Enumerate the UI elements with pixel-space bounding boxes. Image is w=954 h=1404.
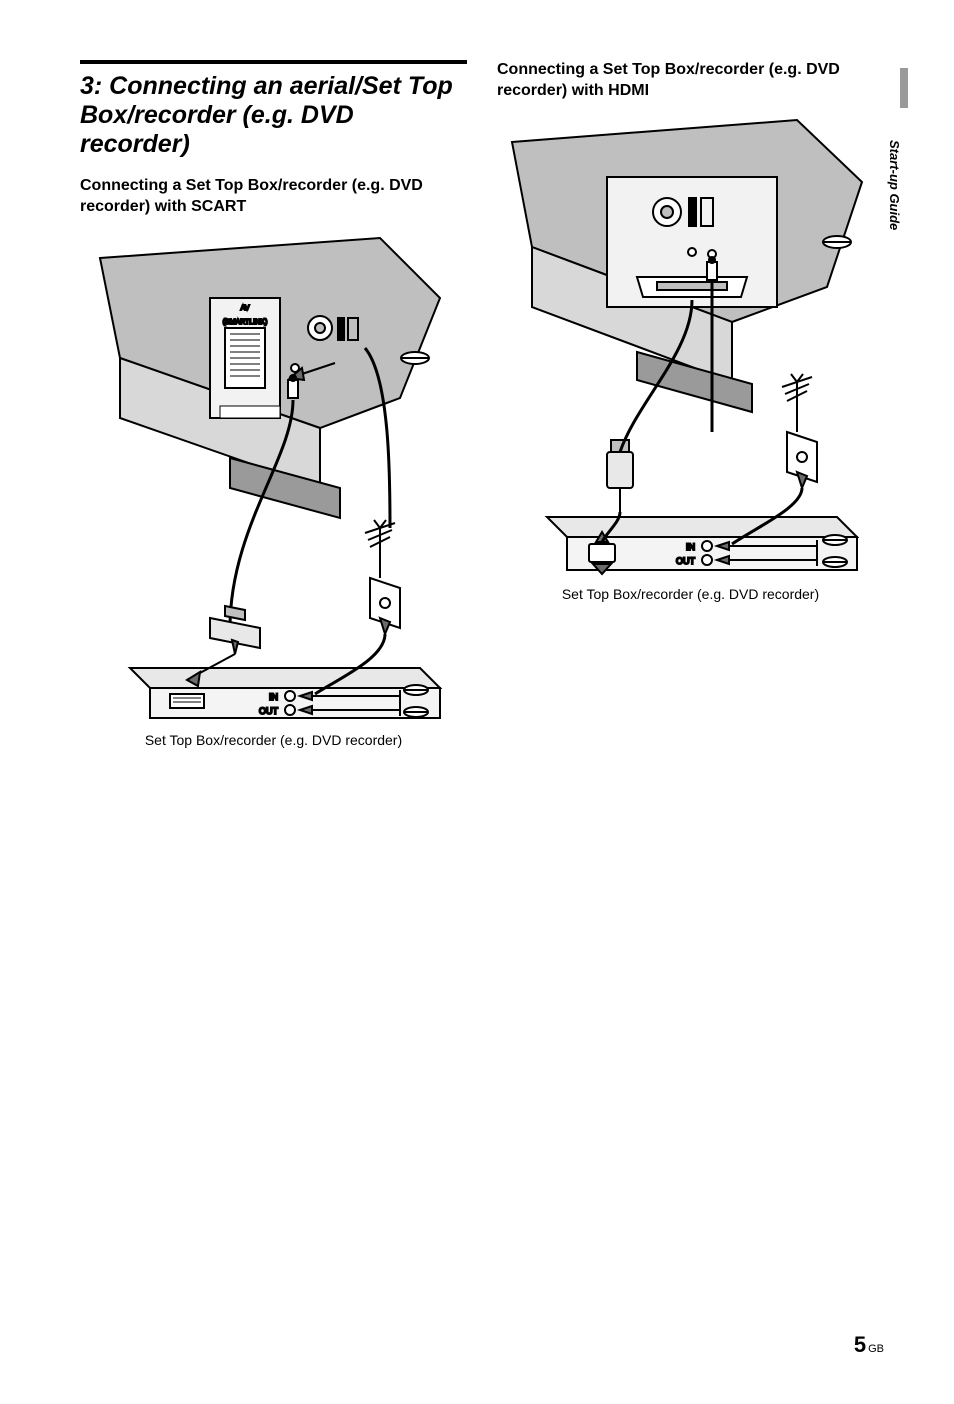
- page: Start-up Guide 3: Connecting an aerial/S…: [0, 0, 954, 1404]
- hdmi-caption: Set Top Box/recorder (e.g. DVD recorder): [497, 586, 884, 602]
- section-title: 3: Connecting an aerial/Set Top Box/reco…: [80, 72, 467, 158]
- av-label: AV: [241, 305, 250, 312]
- left-subhead: Connecting a Set Top Box/recorder (e.g. …: [80, 176, 467, 218]
- recorder-box: IN OUT: [547, 517, 857, 574]
- right-column: Connecting a Set Top Box/recorder (e.g. …: [497, 60, 884, 748]
- scart-caption: Set Top Box/recorder (e.g. DVD recorder): [80, 732, 467, 748]
- right-subhead: Connecting a Set Top Box/recorder (e.g. …: [497, 60, 884, 102]
- aerial-icon: [365, 520, 395, 578]
- svg-text:IN: IN: [686, 542, 695, 552]
- scart-plug: [210, 606, 260, 654]
- aerial-icon: [782, 374, 812, 432]
- side-tab-label: Start-up Guide: [887, 140, 902, 230]
- wall-plate: [370, 578, 400, 634]
- hdmi-diagram: IN OUT: [497, 112, 884, 582]
- left-column: 3: Connecting an aerial/Set Top Box/reco…: [80, 60, 467, 748]
- page-region: GB: [868, 1343, 884, 1355]
- page-footer: 5GB: [854, 1332, 884, 1358]
- svg-text:OUT: OUT: [676, 556, 696, 566]
- coax-icon-top: [823, 236, 851, 248]
- svg-text:IN: IN: [269, 692, 278, 702]
- svg-text:OUT: OUT: [259, 706, 279, 716]
- page-number: 5: [854, 1332, 866, 1357]
- wall-plate: [787, 432, 817, 488]
- tv-body: [512, 120, 862, 412]
- recorder-box: IN OUT: [130, 668, 440, 718]
- section-rule: [80, 60, 467, 64]
- coax-icon-top: [401, 352, 429, 364]
- content-columns: 3: Connecting an aerial/Set Top Box/reco…: [80, 60, 884, 748]
- scart-diagram: AV (SMARTLINK): [80, 228, 467, 728]
- smartlink-label: (SMARTLINK): [223, 319, 268, 326]
- side-tab: Start-up Guide: [876, 130, 896, 310]
- side-tab-bar: [900, 68, 908, 108]
